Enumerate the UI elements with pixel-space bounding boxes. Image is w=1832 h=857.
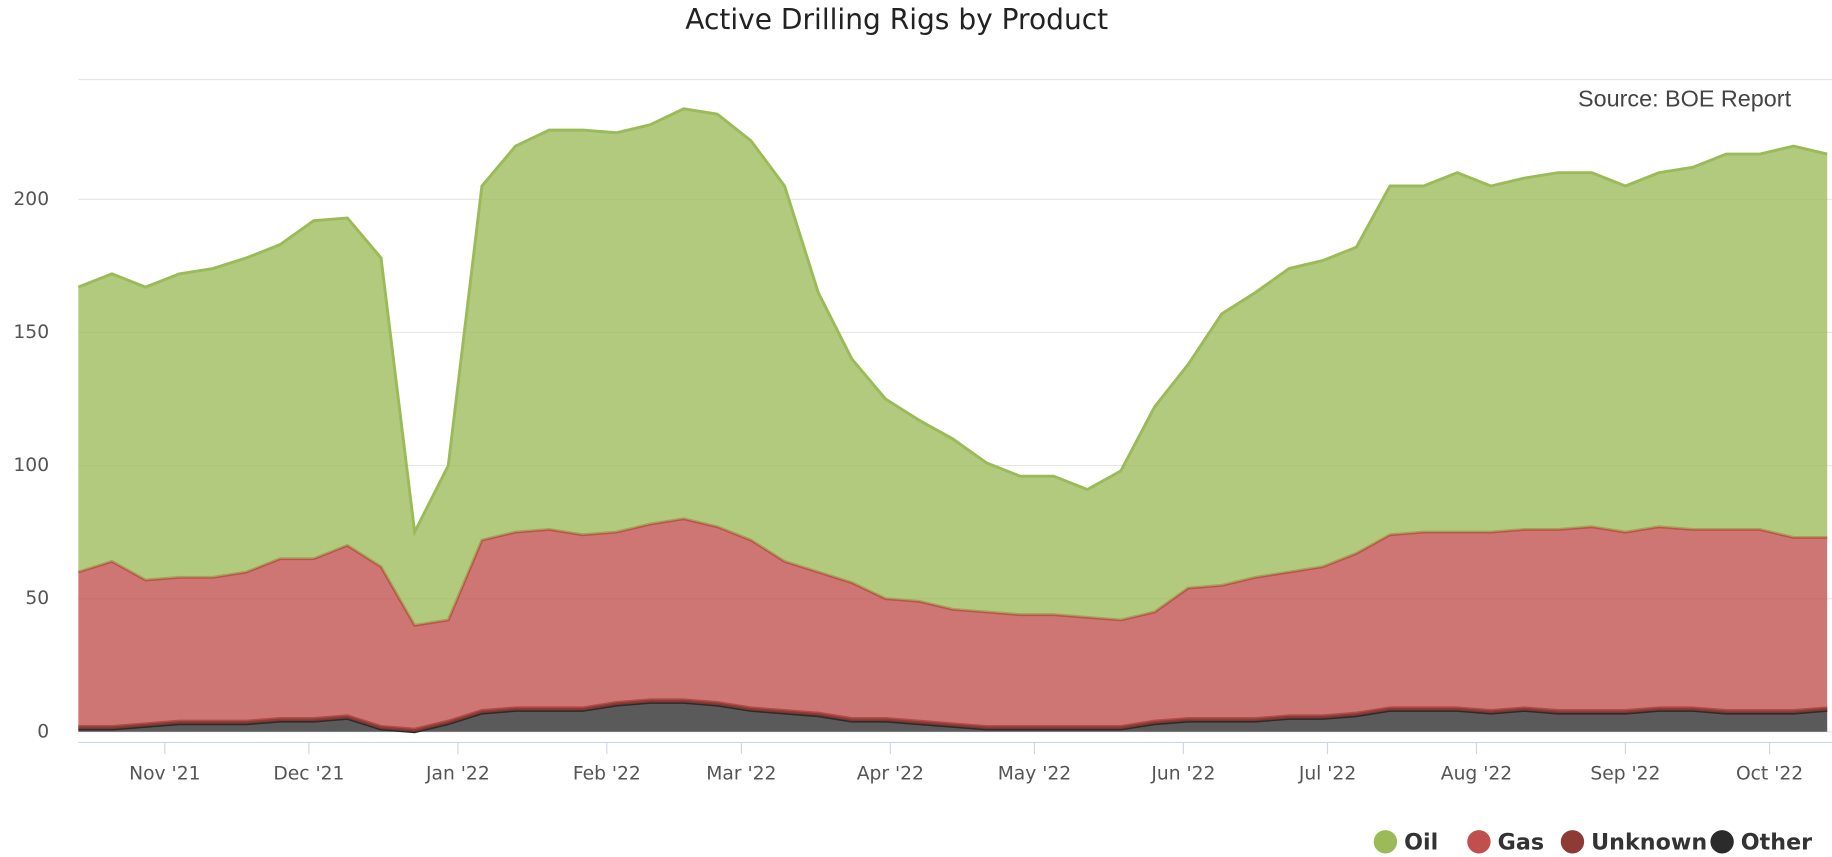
x-tick-label: Dec '21 — [273, 763, 344, 784]
x-tick-label: Jun '22 — [1150, 763, 1215, 784]
y-tick-label: 100 — [13, 455, 49, 476]
legend-label: Unknown — [1591, 829, 1707, 855]
legend-marker — [1710, 830, 1734, 854]
x-tick-label: Apr '22 — [857, 763, 924, 784]
x-tick-label: Mar '22 — [706, 763, 776, 784]
area — [78, 518, 1828, 730]
x-tick-label: Oct '22 — [1736, 763, 1803, 784]
x-tick-label: Aug '22 — [1441, 763, 1512, 784]
y-tick-label: 150 — [13, 322, 49, 343]
legend-marker — [1467, 830, 1491, 854]
y-tick-label: 50 — [25, 588, 49, 609]
y-tick-label: 0 — [37, 721, 49, 742]
legend-label: Gas — [1498, 829, 1544, 855]
legend-label: Other — [1741, 829, 1812, 855]
x-tick-label: Sep '22 — [1590, 763, 1660, 784]
area — [78, 702, 1828, 732]
x-tick-label: Jul '22 — [1298, 763, 1356, 784]
x-tick-label: Jan '22 — [425, 763, 490, 784]
axes: 0 50 100 150 200 Nov '21 Dec '21 Jan '22 Feb '22… — [13, 189, 1832, 784]
x-tick-label: May '22 — [998, 763, 1072, 784]
legend: Oil Gas Unknown Other — [1373, 829, 1812, 855]
legend-label: Oil — [1404, 829, 1438, 855]
area — [78, 108, 1828, 626]
x-tick-label: Nov '21 — [129, 763, 200, 784]
source-note: Source: BOE Report — [1578, 86, 1792, 112]
chart-title: Active Drilling Rigs by Product — [685, 3, 1108, 36]
x-tick-label: Feb '22 — [573, 763, 641, 784]
legend-marker — [1373, 830, 1398, 854]
legend-marker — [1560, 830, 1585, 854]
area-line — [77, 107, 1828, 538]
y-tick-label: 200 — [13, 189, 49, 210]
areas — [77, 107, 1828, 734]
